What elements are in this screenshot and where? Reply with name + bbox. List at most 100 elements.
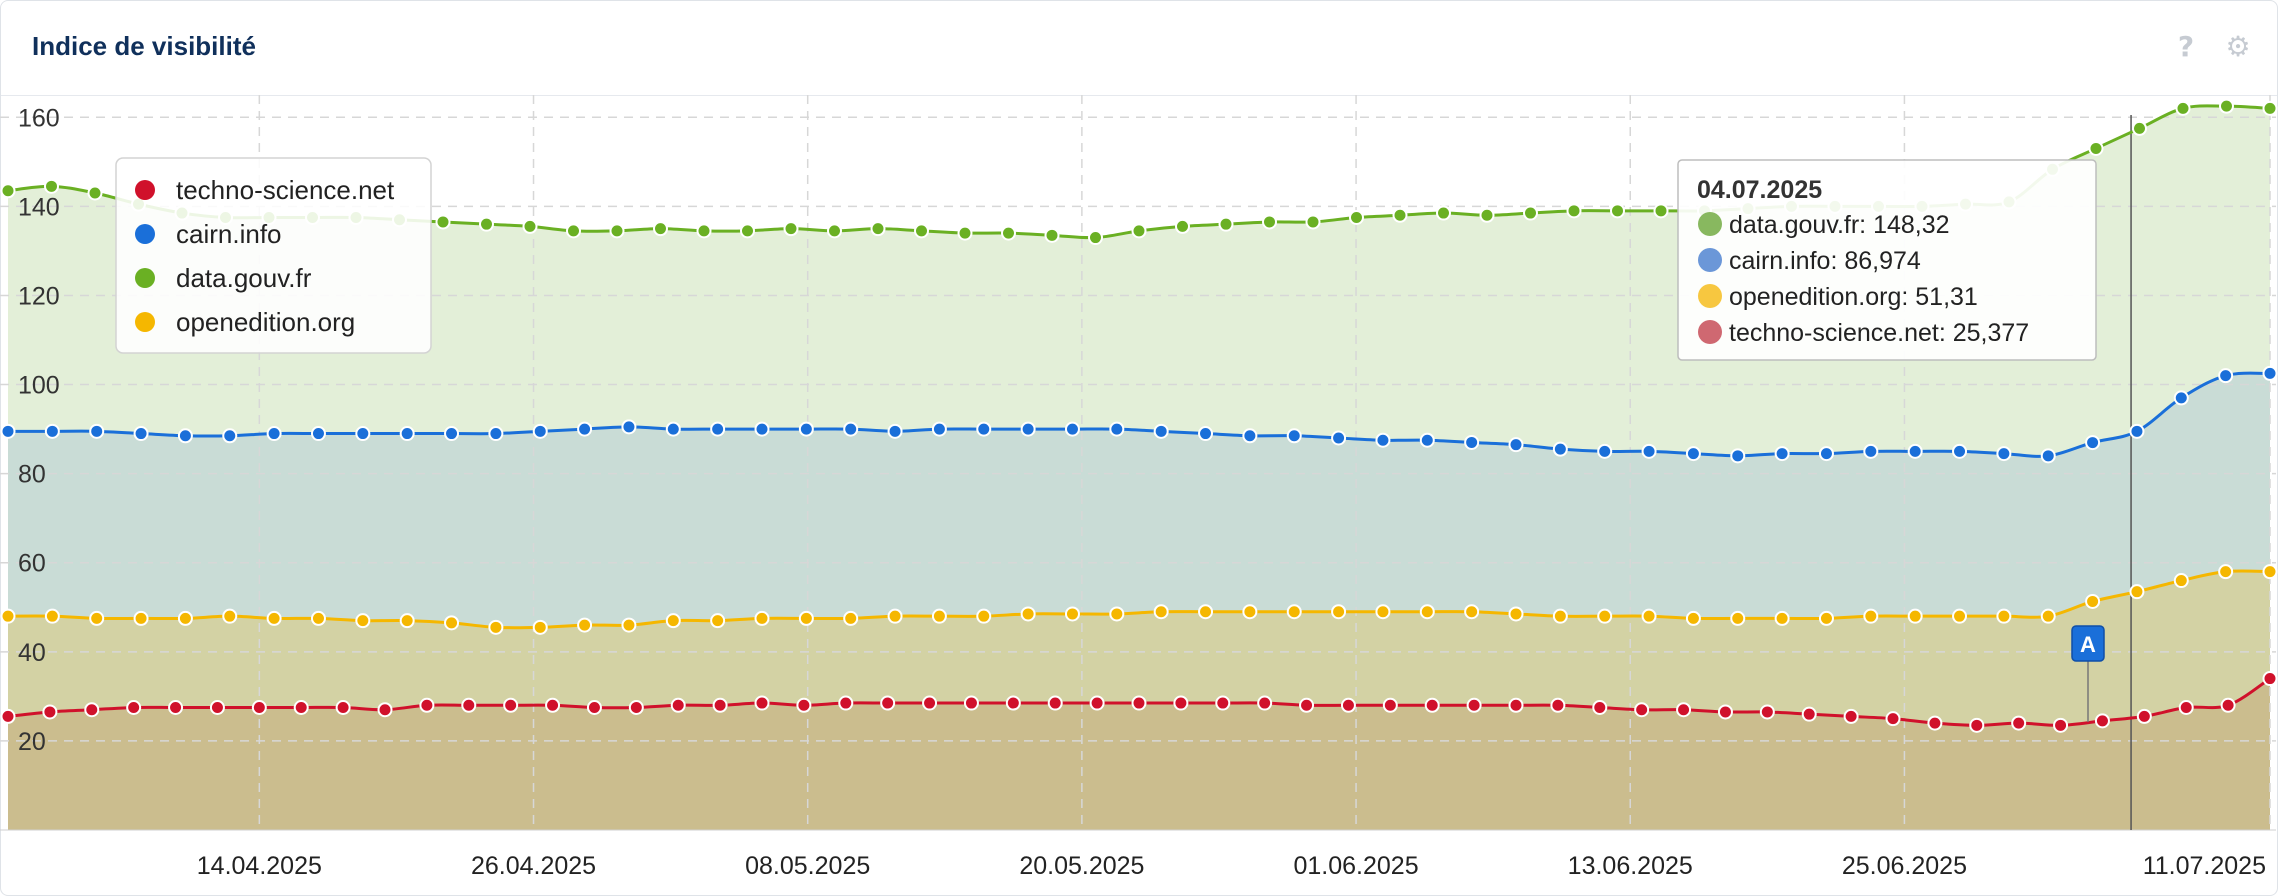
data-point (628, 700, 644, 715)
series-openedition-org (0, 564, 2278, 635)
data-point (665, 421, 681, 437)
data-point (2262, 365, 2278, 381)
y-tick-label: 20 (18, 728, 46, 756)
data-point (2085, 593, 2101, 609)
data-point (1818, 610, 1834, 626)
data-point (931, 608, 947, 624)
tooltip-marker (1698, 248, 1722, 272)
legend-item: data.gouv.fr (135, 263, 312, 293)
data-point (754, 421, 770, 437)
data-point (1774, 610, 1790, 626)
legend-label: openedition.org (176, 307, 355, 337)
data-point (133, 426, 149, 442)
x-tick-label: 13.06.2025 (1568, 852, 1693, 880)
data-point (880, 695, 896, 711)
data-point (2085, 435, 2101, 451)
data-point (2129, 584, 2145, 600)
data-point (1419, 604, 1435, 620)
help-icon[interactable]: ? (2177, 29, 2195, 63)
tooltip-row: techno-science.net: 25,377 (1698, 319, 2029, 347)
data-point (621, 419, 637, 435)
data-point (957, 225, 973, 241)
data-point (754, 610, 770, 626)
data-point (522, 218, 538, 234)
data-point (42, 704, 58, 720)
gear-icon[interactable]: ⚙ (2225, 29, 2251, 63)
data-point (2262, 564, 2278, 580)
data-point (44, 178, 59, 194)
x-tick-label: 11.07.2025 (2143, 852, 2266, 880)
data-point (1952, 443, 1968, 459)
x-tick-label: 01.06.2025 (1293, 852, 1418, 880)
data-point (1005, 695, 1021, 711)
data-point (1064, 606, 1080, 622)
data-point (798, 421, 814, 437)
data-point (1331, 604, 1347, 620)
data-point (1044, 227, 1060, 243)
data-point (84, 702, 100, 718)
data-point (1566, 203, 1582, 219)
series-line (7, 569, 2271, 630)
y-tick-label: 120 (18, 282, 60, 310)
data-point (1173, 695, 1189, 711)
data-point (1349, 210, 1364, 225)
data-point (2088, 140, 2104, 156)
data-point (887, 423, 903, 439)
data-point (1641, 443, 1657, 459)
tooltip-row: data.gouv.fr: 148,32 (1698, 211, 1950, 239)
data-point (609, 223, 625, 239)
data-point (843, 421, 859, 437)
data-point (1331, 430, 1347, 446)
data-point (665, 613, 681, 629)
data-point (126, 700, 142, 715)
data-point (1424, 697, 1440, 713)
data-point (1175, 218, 1190, 234)
data-point (1020, 606, 1036, 622)
card-header: Indice de visibilité ? ⚙ (1, 1, 2277, 96)
legend-label: cairn.info (176, 219, 282, 249)
tooltip-box (1677, 159, 2097, 361)
data-point (399, 613, 415, 629)
data-point (2175, 100, 2191, 116)
data-point (1419, 432, 1435, 448)
annotation-flag[interactable]: A (2071, 625, 2105, 722)
data-point (796, 697, 812, 713)
data-point (461, 697, 477, 713)
data-point (1597, 608, 1613, 624)
data-point (87, 185, 103, 201)
data-point (1597, 443, 1613, 459)
data-point (1592, 700, 1608, 715)
x-tick-label: 25.06.2025 (1842, 852, 1967, 880)
x-tick-label: 20.05.2025 (1019, 852, 1144, 880)
data-point (710, 421, 726, 437)
data-point (355, 613, 371, 629)
data-point (444, 615, 460, 631)
tooltip-marker (1698, 320, 1722, 344)
data-point (2220, 697, 2236, 713)
data-point (168, 700, 184, 715)
data-point (922, 695, 938, 711)
data-point (1466, 697, 1482, 713)
legend-label: techno-science.net (176, 175, 395, 205)
data-point (577, 617, 593, 633)
data-point (1523, 205, 1538, 221)
tooltip-value: openedition.org: 51,31 (1729, 283, 1978, 311)
data-point (1759, 704, 1775, 720)
y-tick-label: 60 (18, 550, 46, 578)
y-tick-label: 40 (18, 639, 46, 667)
data-point (209, 700, 225, 715)
data-point (2218, 564, 2234, 580)
data-point (1479, 207, 1495, 223)
data-point (293, 700, 309, 715)
y-tick-label: 100 (18, 372, 60, 400)
data-point (1464, 604, 1480, 620)
data-point (222, 428, 238, 444)
data-point (0, 608, 16, 624)
data-point (545, 697, 561, 713)
data-point (838, 695, 854, 711)
tooltip-row: cairn.info: 86,974 (1698, 247, 1921, 275)
data-point (2053, 717, 2069, 733)
data-point (1109, 606, 1125, 622)
data-point (798, 610, 814, 626)
data-point (532, 619, 548, 635)
